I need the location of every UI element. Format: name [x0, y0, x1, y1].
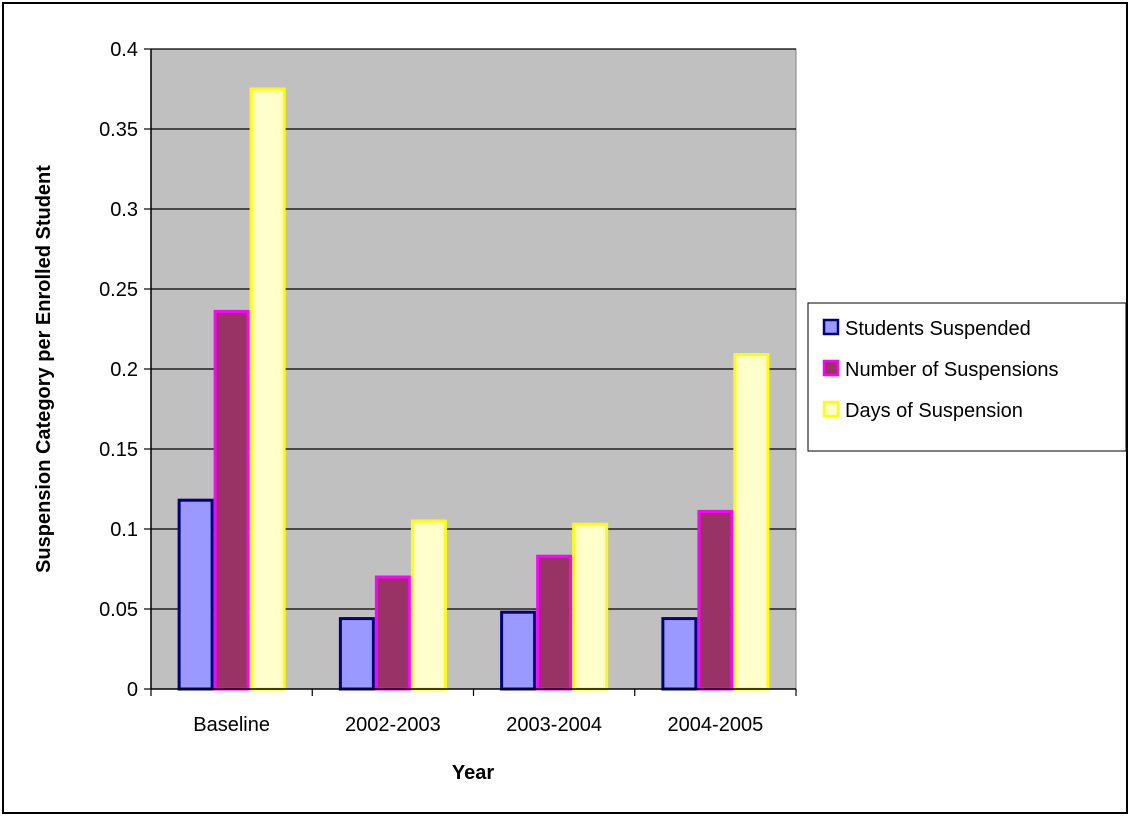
legend-swatch	[822, 400, 840, 418]
legend-label: Students Suspended	[845, 318, 1031, 340]
bar-days-of-suspension	[733, 353, 770, 691]
bar-students-suspended	[500, 610, 537, 691]
legend-label: Days of Suspension	[845, 400, 1023, 422]
legend-label: Number of Suspensions	[845, 359, 1058, 381]
bar-number-of-suspensions	[213, 309, 250, 691]
bar-students-suspended	[338, 617, 375, 691]
legend-swatch	[822, 359, 840, 377]
y-tick-label: 0.05	[99, 599, 138, 621]
legend: Students Suspended Number of Suspensions D…	[807, 302, 1127, 452]
bars	[177, 87, 770, 691]
bar-number-of-suspensions	[536, 554, 573, 691]
bar-students-suspended	[177, 498, 214, 691]
y-axis-title: Suspension Category per Enrolled Student	[33, 165, 55, 573]
x-tick-label: 2002-2003	[345, 714, 441, 736]
y-tick-label: 0	[127, 679, 138, 701]
x-ticks: Baseline 2002-2003 2003-2004 2004-2005	[150, 689, 797, 736]
bar-number-of-suspensions	[697, 509, 734, 691]
x-axis-title: Year	[452, 762, 494, 784]
legend-swatch	[822, 318, 840, 336]
y-tick-label: 0.4	[110, 39, 138, 61]
y-tick-label: 0.3	[110, 199, 138, 221]
bar-number-of-suspensions	[374, 575, 411, 691]
x-tick-label: 2004-2005	[668, 714, 764, 736]
bar-students-suspended	[661, 617, 698, 691]
x-tick-label: 2003-2004	[506, 714, 602, 736]
x-tick-label: Baseline	[193, 714, 270, 736]
y-tick-label: 0.2	[110, 359, 138, 381]
y-tick-label: 0.15	[99, 439, 138, 461]
y-tick-label: 0.25	[99, 279, 138, 301]
legend-box	[807, 302, 1127, 452]
y-tick-label: 0.1	[110, 519, 138, 541]
bar-days-of-suspension	[249, 87, 286, 691]
y-tick-label: 0.35	[99, 119, 138, 141]
bar-days-of-suspension	[572, 522, 609, 691]
y-ticks: 0 0.05 0.1 0.15 0.2 0.25 0.3 0.35 0.4	[99, 39, 151, 701]
bar-days-of-suspension	[410, 519, 447, 691]
